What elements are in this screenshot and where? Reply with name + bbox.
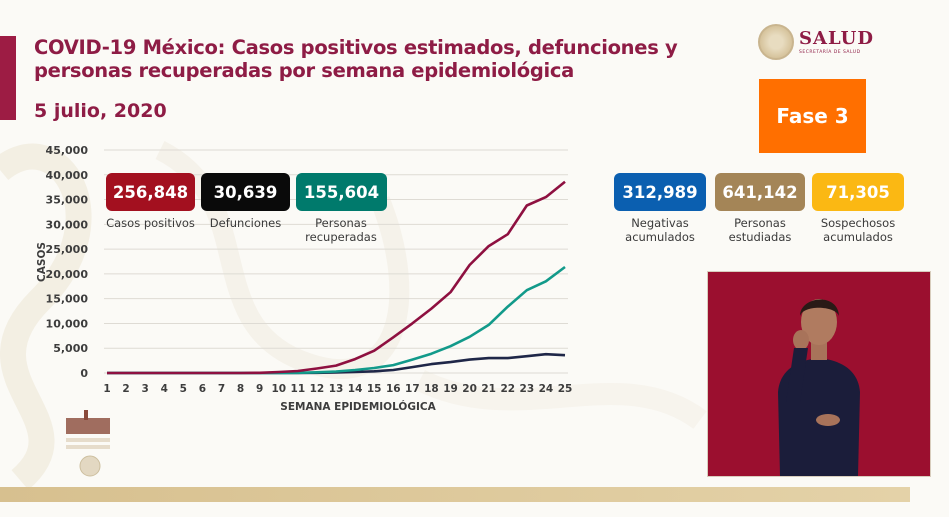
x-tick-label: 21 <box>481 383 496 395</box>
stat-value-box: 155,604 <box>296 173 387 211</box>
y-axis-label: CASOS <box>36 242 48 282</box>
x-tick-label: 4 <box>161 383 168 395</box>
stat-negativas: 312,989 Negativas acumulados <box>614 173 706 244</box>
stat-value-box: 641,142 <box>715 173 805 211</box>
y-tick-label: 25,000 <box>46 243 89 256</box>
logo-subtitle: SECRETARÍA DE SALUD <box>799 49 861 55</box>
stat-value-box: 71,305 <box>812 173 904 211</box>
y-tick-label: 45,000 <box>46 144 89 157</box>
y-tick-label: 10,000 <box>46 317 89 330</box>
report-date: 5 julio, 2020 <box>34 100 167 122</box>
y-tick-label: 40,000 <box>46 169 89 182</box>
x-axis-label: SEMANA EPIDEMIOLÓGICA <box>280 400 436 413</box>
x-tick-label: 20 <box>462 383 477 395</box>
x-tick-label: 3 <box>142 383 149 395</box>
stat-value-box: 256,848 <box>106 173 195 211</box>
sign-language-interpreter-video <box>707 271 931 477</box>
x-tick-label: 16 <box>386 383 401 395</box>
x-tick-label: 18 <box>424 383 439 395</box>
x-tick-label: 23 <box>520 383 535 395</box>
stat-sospechosos: 71,305 Sospechosos acumulados <box>812 173 904 244</box>
stat-label: Negativas acumulados <box>625 216 695 244</box>
x-tick-label: 2 <box>122 383 129 395</box>
x-tick-label: 12 <box>310 383 325 395</box>
y-tick-label: 20,000 <box>46 268 89 281</box>
series-line <box>107 352 566 375</box>
x-tick-label: 17 <box>405 383 420 395</box>
x-tick-label: 11 <box>291 383 306 395</box>
x-tick-label: 25 <box>558 383 573 395</box>
x-tick-label: 6 <box>199 383 206 395</box>
x-tick-label: 14 <box>348 383 363 395</box>
stat-personas-recuperadas: 155,604 Personas recuperadas <box>296 173 387 244</box>
stat-casos-positivos: 256,848 Casos positivos <box>106 173 195 230</box>
salud-logo: SALUD SECRETARÍA DE SALUD <box>758 24 874 60</box>
stat-label: Defunciones <box>209 216 282 230</box>
x-tick-label: 8 <box>237 383 244 395</box>
x-tick-label: 15 <box>367 383 382 395</box>
y-tick-label: 15,000 <box>46 293 89 306</box>
y-tick-label: 30,000 <box>46 218 89 231</box>
x-tick-label: 9 <box>256 383 263 395</box>
x-tick-label: 13 <box>329 383 344 395</box>
phase-badge: Fase 3 <box>759 79 866 153</box>
x-tick-label: 22 <box>500 383 515 395</box>
y-tick-label: 0 <box>80 367 88 380</box>
x-tick-label: 7 <box>218 383 225 395</box>
y-tick-label: 35,000 <box>46 194 89 207</box>
stat-personas-estudiadas: 641,142 Personas estudiadas <box>715 173 805 244</box>
x-tick-label: 19 <box>443 383 458 395</box>
series-line <box>107 180 566 375</box>
x-tick-label: 24 <box>539 383 554 395</box>
x-tick-label: 5 <box>180 383 187 395</box>
stat-label: Casos positivos <box>106 216 195 230</box>
title-accent-bar <box>0 36 16 120</box>
x-tick-label: 1 <box>103 383 110 395</box>
stat-value-box: 312,989 <box>614 173 706 211</box>
x-tick-label: 10 <box>271 383 286 395</box>
stat-defunciones: 30,639 Defunciones <box>201 173 290 230</box>
page-title: COVID-19 México: Casos positivos estimad… <box>34 36 678 82</box>
stat-label: Sospechosos acumulados <box>820 216 896 244</box>
y-tick-label: 5,000 <box>53 342 88 355</box>
national-seal-icon <box>758 24 794 60</box>
stat-value-box: 30,639 <box>201 173 290 211</box>
stat-label: Personas estudiadas <box>728 216 792 244</box>
logo-name: SALUD <box>799 27 874 49</box>
government-logo <box>66 410 110 477</box>
stat-label: Personas recuperadas <box>305 216 377 244</box>
interpreter-figure-icon <box>708 272 930 476</box>
footer-strip <box>0 487 910 502</box>
